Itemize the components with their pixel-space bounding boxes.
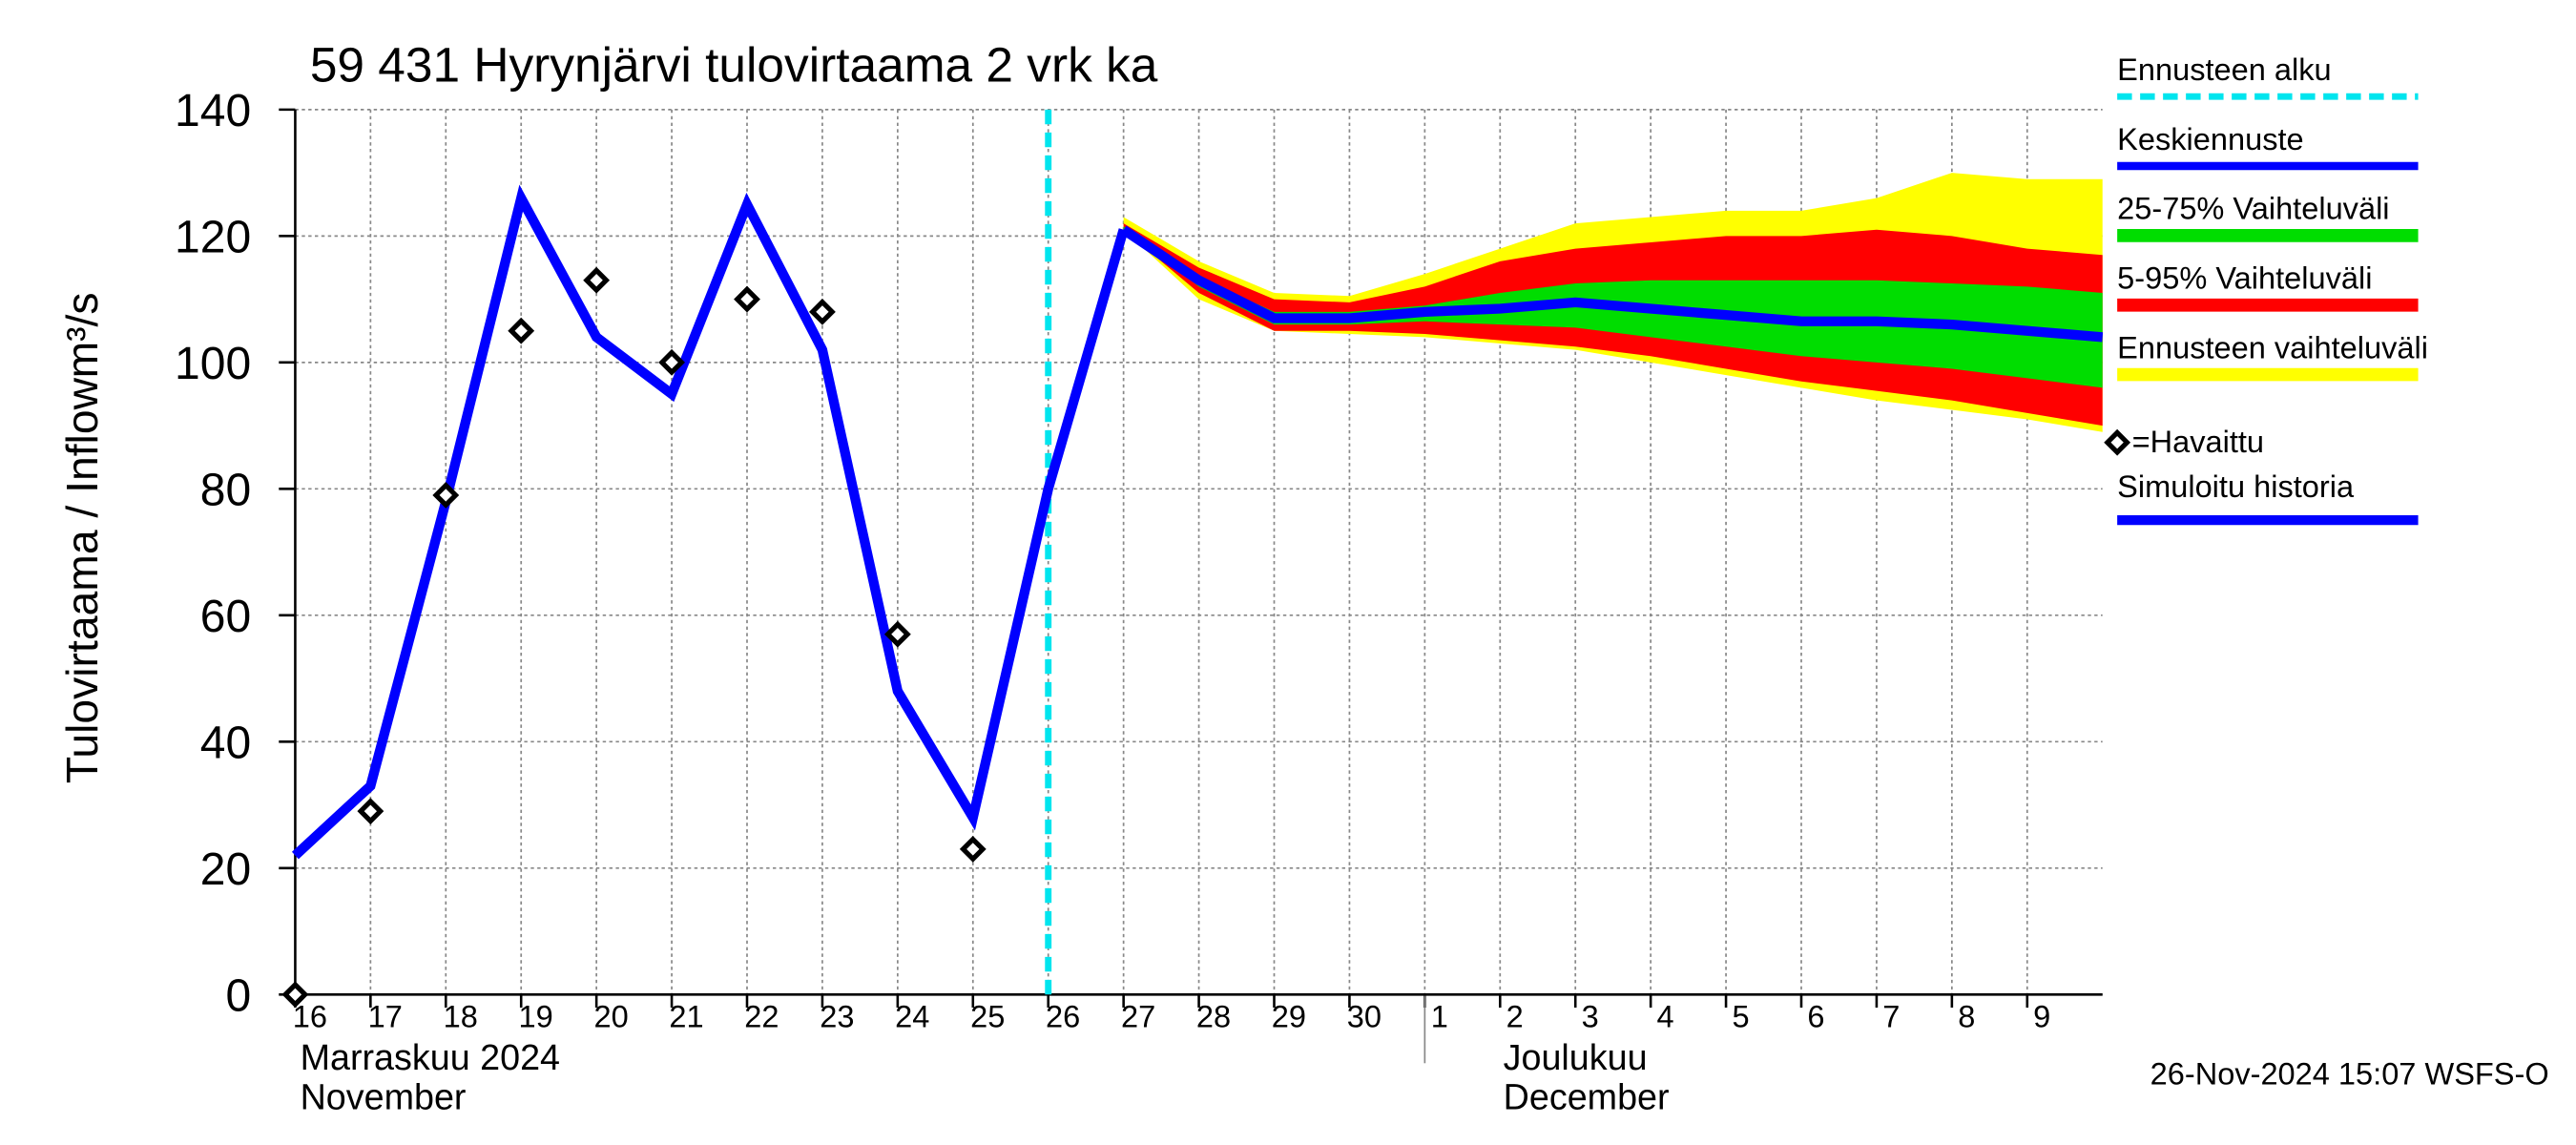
x-tick-label: 22 xyxy=(744,1000,779,1034)
x-tick-label: 4 xyxy=(1657,1000,1674,1034)
background xyxy=(6,0,2570,1145)
legend-label: =Havaittu xyxy=(2132,425,2264,459)
y-tick-label: 120 xyxy=(175,212,251,262)
x-tick-label: 1 xyxy=(1431,1000,1448,1034)
y-axis-label: Tulovirtaama / Inflow xyxy=(57,377,107,783)
observed-marker xyxy=(281,981,309,1009)
x-tick-label: 27 xyxy=(1121,1000,1155,1034)
y-tick-label: 0 xyxy=(225,970,251,1021)
observed-marker xyxy=(883,620,911,648)
x-tick-label: 2 xyxy=(1506,1000,1524,1034)
observed-marker xyxy=(734,285,760,313)
y-tick-label: 100 xyxy=(175,339,251,389)
y-tick-label: 20 xyxy=(200,844,251,895)
x-tick-label: 25 xyxy=(970,1000,1005,1034)
legend-label: Ennusteen vaihteluväli xyxy=(2117,330,2428,364)
series-line xyxy=(291,184,1129,860)
x-tick-label: 26 xyxy=(1046,1000,1080,1034)
month-label: Joulukuu xyxy=(1504,1037,1648,1077)
y-tick-label: 140 xyxy=(175,86,251,136)
x-tick-label: 29 xyxy=(1272,1000,1306,1034)
observed-marker xyxy=(959,836,987,863)
series-line xyxy=(1120,225,2104,343)
observed-marker xyxy=(508,317,535,344)
month-label: Marraskuu 2024 xyxy=(301,1037,560,1077)
observed-marker xyxy=(357,798,384,825)
x-tick-label: 30 xyxy=(1347,1000,1381,1034)
x-tick-label: 23 xyxy=(820,1000,854,1034)
y-tick-label: 60 xyxy=(200,592,251,642)
observed-marker xyxy=(432,482,460,509)
y-tick-label: 40 xyxy=(200,718,251,768)
legend-marker xyxy=(2104,428,2131,456)
x-tick-label: 24 xyxy=(895,1000,929,1034)
legend-label: 5-95% Vaihteluväli xyxy=(2117,261,2372,296)
x-tick-label: 7 xyxy=(1882,1000,1900,1034)
x-tick-label: 16 xyxy=(293,1000,327,1034)
x-tick-label: 18 xyxy=(444,1000,478,1034)
observed-marker xyxy=(809,298,836,325)
x-tick-label: 20 xyxy=(593,1000,628,1034)
x-tick-label: 6 xyxy=(1807,1000,1824,1034)
y-tick-label: 80 xyxy=(200,465,251,515)
legend-label: Simuloitu historia xyxy=(2117,469,2355,504)
legend-label: 25-75% Vaihteluväli xyxy=(2117,192,2389,226)
legend-label: Ennusteen alku xyxy=(2117,52,2332,87)
timestamp: 26-Nov-2024 15:07 WSFS-O xyxy=(2150,1057,2549,1092)
x-tick-label: 19 xyxy=(519,1000,553,1034)
x-tick-label: 3 xyxy=(1582,1000,1599,1034)
chart-title: 59 431 Hyrynjärvi tulovirtaama 2 vrk ka xyxy=(310,37,1158,93)
observed-marker xyxy=(583,266,611,294)
legend-label: Keskiennuste xyxy=(2117,122,2304,156)
x-tick-label: 8 xyxy=(1958,1000,1975,1034)
y-axis-unit: m³/s xyxy=(57,292,107,378)
month-label: November xyxy=(301,1076,467,1116)
x-tick-label: 5 xyxy=(1732,1000,1749,1034)
month-label: December xyxy=(1504,1076,1670,1116)
observed-marker xyxy=(658,348,685,376)
x-tick-label: 17 xyxy=(368,1000,403,1034)
x-tick-label: 28 xyxy=(1196,1000,1231,1034)
x-tick-label: 21 xyxy=(669,1000,703,1034)
x-tick-label: 9 xyxy=(2033,1000,2050,1034)
